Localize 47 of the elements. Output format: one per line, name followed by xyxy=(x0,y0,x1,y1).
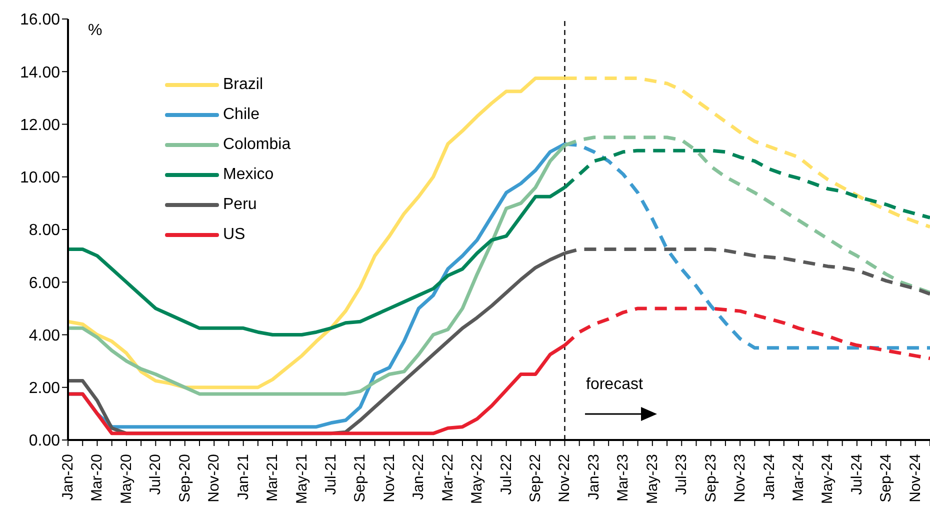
y-tick-label: 8.00 xyxy=(28,222,60,240)
x-tick-label: May-20 xyxy=(118,454,135,504)
y-tick-label: 10.00 xyxy=(20,170,60,187)
x-tick-label: Jan-22 xyxy=(410,454,428,500)
x-tick-label: Jan-21 xyxy=(234,454,252,500)
y-tick-label: 4.00 xyxy=(28,327,60,344)
x-tick-label: Sep-24 xyxy=(878,454,895,502)
x-tick-label: May-23 xyxy=(644,454,661,504)
y-tick-label: 14.00 xyxy=(20,64,60,82)
x-tick-label: May-22 xyxy=(468,454,486,504)
x-tick-label: Jul-23 xyxy=(673,454,690,495)
y-tick-label: 2.00 xyxy=(28,380,60,398)
legend-label: Mexico xyxy=(223,166,274,184)
x-tick-label: Nov-20 xyxy=(206,454,223,502)
legend-label: Brazil xyxy=(223,76,264,94)
x-tick-label: Nov-22 xyxy=(556,454,574,502)
legend-label: Peru xyxy=(223,196,257,214)
x-tick-label: Mar-23 xyxy=(614,454,632,502)
x-tick-label: Mar-22 xyxy=(439,454,456,502)
x-tick-label: May-24 xyxy=(819,454,836,504)
annotation: forecast xyxy=(586,376,643,394)
x-tick-label: Jan-24 xyxy=(760,454,778,500)
x-tick-label: Mar-24 xyxy=(790,454,808,502)
legend-label: Colombia xyxy=(223,136,291,154)
x-tick-label: Sep-20 xyxy=(176,454,194,502)
x-tick-label: Sep-23 xyxy=(702,454,720,502)
x-tick-label: Nov-21 xyxy=(380,454,398,502)
legend-label: Chile xyxy=(223,106,260,124)
y-axis-title: % xyxy=(88,22,102,40)
x-tick-label: Jan-20 xyxy=(60,454,76,500)
x-tick-label: Mar-20 xyxy=(88,454,106,502)
x-tick-label: Jul-20 xyxy=(147,454,164,495)
y-tick-label: 12.00 xyxy=(20,116,60,134)
x-tick-label: Nov-23 xyxy=(732,454,749,502)
x-tick-label: Sep-22 xyxy=(527,454,544,502)
x-tick-label: Mar-21 xyxy=(264,454,282,502)
x-tick-label: Nov-24 xyxy=(906,454,924,502)
y-tick-label: 16.00 xyxy=(20,12,60,29)
x-tick-label: Jul-24 xyxy=(848,454,866,495)
x-tick-label: Jul-21 xyxy=(322,454,340,495)
x-tick-label: Jan-23 xyxy=(585,454,602,500)
x-tick-label: Jul-22 xyxy=(498,454,515,495)
legend-label: US xyxy=(223,226,246,244)
x-tick-label: Sep-21 xyxy=(352,454,369,502)
y-tick-label: 6.00 xyxy=(28,274,60,292)
x-tick-label: May-21 xyxy=(293,454,310,504)
y-tick-label: 0.00 xyxy=(28,432,60,450)
